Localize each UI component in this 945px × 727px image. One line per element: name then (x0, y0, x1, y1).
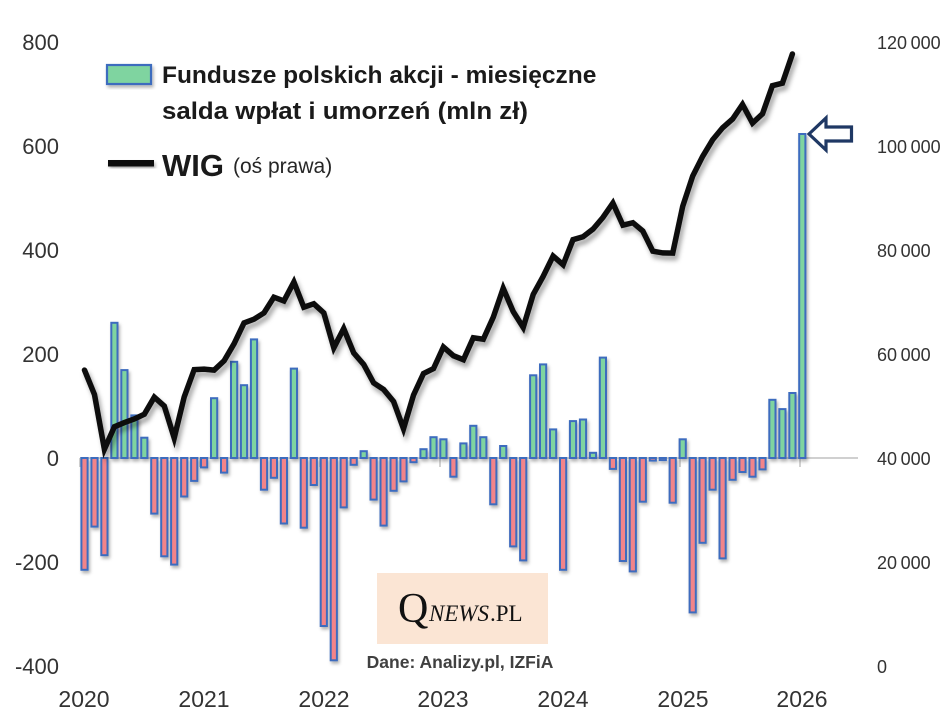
svg-text:2023: 2023 (417, 686, 468, 712)
svg-text:0: 0 (877, 657, 887, 677)
svg-text:80 000: 80 000 (877, 241, 931, 261)
svg-text:-200: -200 (15, 550, 59, 575)
svg-text:600: 600 (22, 134, 59, 159)
svg-text:2025: 2025 (657, 686, 708, 712)
svg-text:400: 400 (22, 238, 59, 263)
svg-text:Fundusze polskich akcji - mies: Fundusze polskich akcji - miesięczne (162, 62, 596, 89)
svg-text:-400: -400 (15, 654, 59, 679)
svg-text:60 000: 60 000 (877, 345, 931, 365)
svg-text:200: 200 (22, 342, 59, 367)
svg-text:NEWS: NEWS (428, 601, 490, 626)
svg-text:100 000: 100 000 (877, 137, 941, 157)
svg-text:2026: 2026 (776, 686, 827, 712)
svg-text:20 000: 20 000 (877, 553, 931, 573)
svg-text:800: 800 (22, 30, 59, 55)
svg-text:2022: 2022 (298, 686, 349, 712)
svg-text:2020: 2020 (58, 686, 109, 712)
svg-text:Q: Q (398, 586, 428, 632)
svg-text:.PL: .PL (490, 601, 523, 626)
svg-text:120 000: 120 000 (877, 33, 941, 53)
svg-text:(oś prawa): (oś prawa) (233, 155, 332, 178)
svg-text:Dane: Analizy.pl, IZFiA: Dane: Analizy.pl, IZFiA (367, 652, 554, 672)
svg-text:0: 0 (47, 446, 59, 471)
svg-text:salda wpłat i umorzeń (mln zł): salda wpłat i umorzeń (mln zł) (162, 98, 528, 125)
svg-text:WIG: WIG (162, 148, 224, 183)
svg-text:2021: 2021 (178, 686, 229, 712)
svg-text:2024: 2024 (537, 686, 588, 712)
svg-text:40 000: 40 000 (877, 449, 931, 469)
